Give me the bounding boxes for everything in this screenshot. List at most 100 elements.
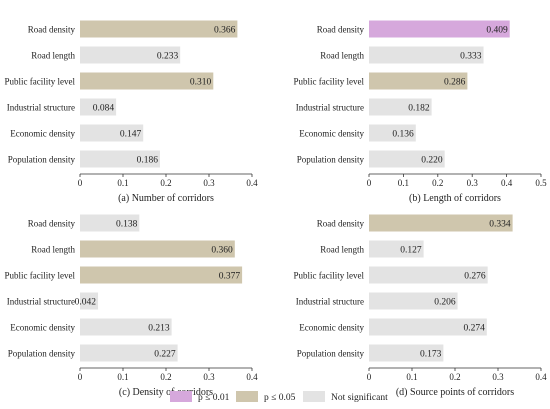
bar-value-label: 0.274 — [463, 324, 485, 334]
bar — [369, 344, 444, 362]
category-label: Economic density — [10, 129, 75, 139]
x-tick-label: 0 — [367, 372, 372, 382]
x-tick-label: 0.1 — [398, 178, 409, 188]
bar-value-label: 0.220 — [421, 156, 443, 166]
bar-value-label: 0.186 — [137, 156, 159, 166]
x-tick-label: 0.2 — [449, 372, 460, 382]
x-tick-label: 0.3 — [467, 178, 479, 188]
chart-panel-3: Road density 0.138 Road length 0.360 Public … — [5, 214, 258, 398]
bar-value-label: 0.233 — [157, 52, 179, 62]
bar — [369, 240, 424, 258]
x-tick-label: 0.2 — [432, 178, 443, 188]
bar — [369, 318, 487, 336]
category-label: Industrial structure — [7, 103, 75, 113]
bar-value-label: 0.127 — [400, 246, 422, 256]
bar — [80, 72, 214, 90]
bar — [80, 124, 144, 142]
bar — [80, 98, 117, 116]
category-label: Road density — [28, 219, 76, 229]
category-label: Public facility level — [5, 271, 76, 281]
x-tick-label: 0.5 — [535, 178, 547, 188]
panel-caption: (a) Number of corridors — [118, 193, 214, 204]
category-label: Road length — [31, 245, 75, 255]
bar-value-label: 0.136 — [392, 130, 414, 140]
category-label: Public facility level — [5, 77, 76, 87]
category-label: Economic density — [299, 129, 364, 139]
legend-swatch-ns — [303, 391, 325, 402]
bar — [369, 214, 513, 232]
bar — [369, 150, 445, 168]
legend-swatch-p001 — [170, 391, 192, 402]
bar-value-label: 0.276 — [464, 272, 486, 282]
category-label: Road length — [320, 51, 364, 61]
bar — [80, 266, 243, 284]
category-label: Population density — [8, 349, 76, 359]
chart-panel-2: Road density 0.409 Road length 0.333 Public … — [294, 20, 547, 204]
legend-label: Not significant — [331, 392, 388, 403]
category-label: Industrial structure — [296, 297, 364, 307]
x-tick-label: 0.4 — [501, 178, 513, 188]
category-label: Road density — [317, 219, 365, 229]
legend-label: p ≤ 0.05 — [264, 393, 296, 403]
legend: p ≤ 0.01 p ≤ 0.05 Not significant — [170, 391, 388, 403]
category-label: Population density — [297, 349, 365, 359]
category-label: Road density — [317, 25, 365, 35]
bar — [80, 46, 181, 64]
bar-value-label: 0.227 — [154, 350, 176, 360]
bar — [369, 124, 416, 142]
bar-value-label: 0.333 — [460, 52, 482, 62]
category-label: Industrial structure — [296, 103, 364, 113]
x-tick-label: 0.3 — [203, 372, 215, 382]
panel-caption: (d) Source points of corridors — [396, 387, 514, 398]
x-tick-label: 0 — [78, 372, 83, 382]
x-tick-label: 0.3 — [492, 372, 504, 382]
bar-value-label: 0.366 — [214, 26, 236, 36]
bar — [369, 266, 488, 284]
bar-value-label: 0.182 — [408, 104, 430, 114]
legend-swatch-p005 — [236, 391, 258, 402]
bar — [80, 240, 235, 258]
category-label: Economic density — [299, 323, 364, 333]
bar — [80, 318, 172, 336]
category-label: Public facility level — [294, 77, 365, 87]
bar — [369, 46, 484, 64]
x-tick-label: 0 — [78, 178, 83, 188]
x-tick-label: 0.3 — [203, 178, 215, 188]
bar-value-label: 0.173 — [420, 350, 442, 360]
panel-caption: (b) Length of corridors — [409, 193, 501, 204]
bar-value-label: 0.377 — [219, 272, 241, 282]
category-label: Road length — [320, 245, 364, 255]
category-label: Road density — [28, 25, 76, 35]
bar-value-label: 0.138 — [116, 220, 138, 230]
bar — [369, 98, 432, 116]
bar-value-label: 0.084 — [93, 104, 115, 114]
x-tick-label: 0.1 — [117, 178, 128, 188]
category-label: Population density — [297, 155, 365, 165]
bar-value-label: 0.409 — [486, 26, 508, 36]
x-tick-label: 0.4 — [535, 372, 547, 382]
bar — [80, 214, 140, 232]
bar-value-label: 0.042 — [75, 298, 97, 308]
bar-value-label: 0.206 — [434, 298, 456, 308]
x-tick-label: 0 — [367, 178, 372, 188]
x-tick-label: 0.2 — [160, 178, 171, 188]
x-tick-label: 0.1 — [406, 372, 417, 382]
category-label: Population density — [8, 155, 76, 165]
x-tick-label: 0.2 — [160, 372, 171, 382]
chart-panels: Road density 0.366 Road length 0.233 Public … — [5, 20, 547, 398]
x-tick-label: 0.1 — [117, 372, 128, 382]
category-label: Economic density — [10, 323, 75, 333]
bar — [80, 20, 238, 38]
bar — [369, 20, 510, 38]
bar-value-label: 0.360 — [211, 246, 233, 256]
panel-caption: (c) Density of corridors — [119, 387, 213, 398]
category-label: Industrial structure — [7, 297, 75, 307]
bar — [369, 292, 458, 310]
category-label: Public facility level — [294, 271, 365, 281]
bar — [80, 344, 178, 362]
x-tick-label: 0.4 — [246, 372, 258, 382]
chart-panel-4: Road density 0.334 Road length 0.127 Public … — [294, 214, 547, 398]
bar — [80, 292, 99, 310]
bar-value-label: 0.334 — [489, 220, 511, 230]
